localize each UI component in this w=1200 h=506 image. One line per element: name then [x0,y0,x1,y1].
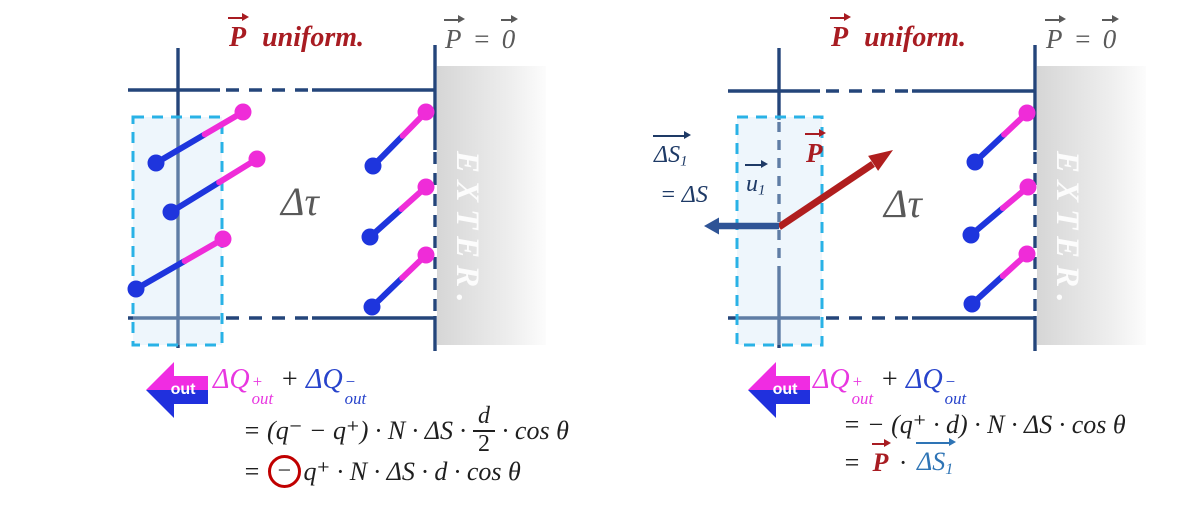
uniform-text: uniform. [864,22,967,53]
equals-sign: = [843,448,861,477]
right-surface-box [735,115,824,347]
equals-sign: = [472,24,491,54]
uniform-text: uniform. [262,22,365,53]
circled-minus: − [267,455,301,488]
dipole [966,104,1036,171]
right-formula-line3: = P · ΔS1 [843,437,957,479]
dot-operator: · [899,448,906,477]
left-dielectric-outline [128,45,437,351]
dipole [162,150,266,221]
dipole [363,246,435,316]
left-p-zero-label: P = 0 [443,15,518,55]
left-flux-sum: ΔQ + out + ΔQ − out [213,364,366,409]
formula-text: = (q⁻ − q⁺) · N · ΔS · [243,415,466,445]
dipole [962,178,1037,244]
dipole [364,103,435,175]
p-vector-symbol: P [871,439,892,477]
formula-text: q⁺ · N · ΔS · d · cos θ [303,456,521,486]
dipoles [127,103,1037,316]
u1-normal-arrow [704,217,779,235]
p-vector-symbol: P [443,15,464,54]
u1-vector: u1 [744,160,769,206]
zero-vector-symbol: 0 [1101,15,1119,54]
delta-q-plus-term: ΔQ + out [213,364,274,408]
right-dielectric-outline [728,45,1037,351]
formula-text: · cos θ [501,415,569,445]
delta-s1-vector: ΔS1 [652,131,691,177]
right-formula-line2: = − (q⁺ · d) · N · ΔS · cos θ [843,410,1126,440]
dipole [361,178,435,246]
surface-element-label: ΔS1 = ΔS [652,131,708,210]
right-p-zero-label: P = 0 [1044,15,1119,55]
p-vector-arrow [777,150,893,230]
left-out-arrow [146,362,208,418]
left-volume-label: Δτ [281,179,319,224]
left-out-arrow-label: out [170,381,196,398]
dipole [147,103,252,172]
right-p-uniform-label: P uniform. [829,13,967,54]
equals-sign: = [1073,24,1092,54]
right-flux-sum: ΔQ + out + ΔQ − out [813,364,966,409]
p-vector-symbol: P [228,13,250,53]
delta-q-plus-term: ΔQ + out [813,364,874,408]
u1-normal-label: u1 [744,160,769,206]
p-vector-symbol: P [830,13,852,53]
right-exterior-band [1037,66,1146,345]
delta-s1-vector: ΔS1 [915,437,957,479]
right-out-arrow-label: out [772,381,798,398]
formula-text: = − (q⁺ · d) · N · ΔS · cos θ [843,410,1126,439]
left-surface-box [131,115,224,347]
right-out-arrow [748,362,810,418]
dipole [127,230,232,298]
delta-q-minus-term: ΔQ − out [306,364,367,408]
right-volume-label: Δτ [884,181,922,226]
right-exterior-label: EXTER. [1049,151,1085,310]
plus-sign: + [880,364,900,395]
dipole [963,245,1036,313]
delta-q-minus-term: ΔQ − out [906,364,967,408]
negative-charge-dot [147,154,165,172]
left-exterior-band [437,66,546,345]
equals-delta-s: = ΔS [660,181,708,208]
zero-vector-symbol: 0 [500,15,518,54]
equals-sign: = [243,456,261,486]
p-vector-symbol: P [1044,15,1065,54]
p-vector-label: P [804,129,825,169]
p-vector-symbol: P [804,129,825,168]
left-exterior-label: EXTER. [449,151,485,310]
left-formula-line3: = − q⁺ · N · ΔS · d · cos θ [243,455,521,488]
plus-sign: + [280,364,300,395]
positive-charge-dot [234,103,252,121]
left-p-uniform-label: P uniform. [227,13,365,54]
